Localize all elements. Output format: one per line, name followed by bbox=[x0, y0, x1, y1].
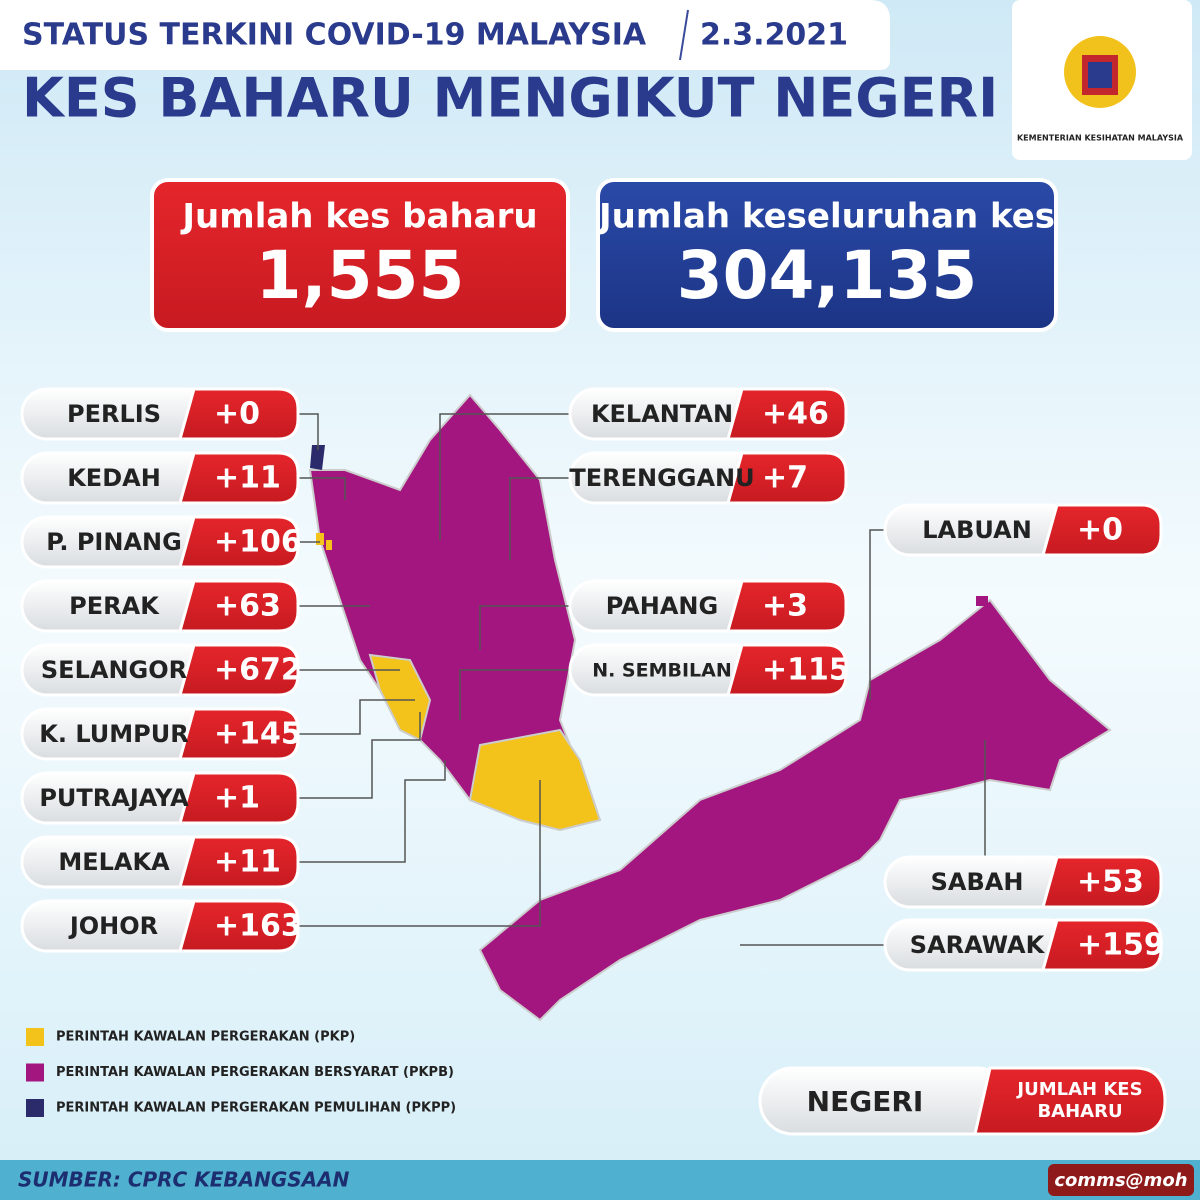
key-left: NEGERI bbox=[807, 1085, 924, 1118]
legend-swatch bbox=[26, 1063, 44, 1082]
state-pill: PUTRAJAYA +1 bbox=[20, 771, 300, 825]
total-label: Jumlah keseluruhan kes bbox=[597, 197, 1055, 237]
key: NEGERI JUMLAH KES BAHARU bbox=[758, 1066, 1167, 1136]
state-pill: PAHANG +3 bbox=[568, 579, 848, 633]
state-pill: SABAH +53 bbox=[883, 855, 1163, 909]
state-cases: +53 bbox=[1077, 865, 1144, 900]
new-label: Jumlah kes baharu bbox=[180, 197, 537, 237]
legend-swatch bbox=[26, 1028, 44, 1046]
state-pill: N. SEMBILAN +115 bbox=[568, 643, 850, 697]
state-value-bg bbox=[178, 899, 300, 953]
state-value-bg bbox=[178, 579, 300, 633]
state-pill: MELAKA +11 bbox=[20, 835, 300, 889]
state-value-bg bbox=[726, 579, 848, 633]
state-value-bg bbox=[178, 835, 300, 889]
state-pill: TERENGGANU +7 bbox=[568, 451, 848, 505]
title: KES BAHARU MENGIKUT NEGERI bbox=[22, 67, 998, 130]
state-cases: +7 bbox=[762, 461, 808, 496]
state-name: PERLIS bbox=[67, 400, 161, 428]
state-value-bg bbox=[178, 707, 300, 761]
state-value-bg bbox=[1041, 855, 1163, 909]
state-name: N. SEMBILAN bbox=[592, 660, 732, 682]
state-value-bg bbox=[726, 387, 848, 441]
state-cases: +159 bbox=[1077, 928, 1165, 963]
state-name: PAHANG bbox=[606, 592, 718, 620]
state-cases: +163 bbox=[214, 909, 302, 944]
divider bbox=[679, 9, 689, 61]
brand-box bbox=[1048, 1164, 1194, 1196]
state-cases: +0 bbox=[1077, 513, 1123, 548]
legend-label: PERINTAH KAWALAN PERGERAKAN (PKP) bbox=[56, 1030, 355, 1045]
legend-label: PERINTAH KAWALAN PERGERAKAN PEMULIHAN (P… bbox=[56, 1101, 456, 1116]
state-cases: +672 bbox=[214, 653, 302, 688]
state-pill: LABUAN +0 bbox=[883, 503, 1163, 557]
total-cases-box bbox=[596, 178, 1058, 332]
state-value-bg bbox=[1041, 503, 1163, 557]
status: STATUS TERKINI COVID-19 MALAYSIA bbox=[22, 18, 647, 53]
state-name: MELAKA bbox=[58, 848, 170, 876]
state-pill: JOHOR +163 bbox=[20, 899, 302, 953]
state-pill: KELANTAN +46 bbox=[568, 387, 848, 441]
state-name: TERENGGANU bbox=[569, 464, 754, 492]
date: 2.3.2021 bbox=[700, 18, 848, 53]
state-pill: KEDAH +11 bbox=[20, 451, 300, 505]
key-right-box: JUMLAH KES BAHARU bbox=[1017, 1079, 1143, 1122]
state-pill: PERAK +63 bbox=[20, 579, 300, 633]
map bbox=[308, 393, 1112, 1022]
brand: comms@moh bbox=[1054, 1170, 1187, 1191]
state-name: JOHOR bbox=[68, 912, 158, 940]
state-cases: +145 bbox=[214, 717, 302, 752]
state-value-bg bbox=[178, 643, 300, 697]
state-cases: +0 bbox=[214, 397, 260, 432]
state-cases: +46 bbox=[762, 397, 829, 432]
state-name: KEDAH bbox=[67, 464, 161, 492]
state-cases: +11 bbox=[214, 461, 281, 496]
state-value-bg bbox=[178, 771, 300, 825]
legend-swatch bbox=[26, 1099, 44, 1117]
state-cases: +11 bbox=[214, 845, 281, 880]
state-value-bg bbox=[178, 387, 300, 441]
state-value-bg bbox=[726, 643, 848, 697]
state-pill: SELANGOR +672 bbox=[20, 643, 302, 697]
state-name: KELANTAN bbox=[591, 400, 733, 428]
state-value-bg bbox=[1041, 918, 1163, 972]
ministry: KEMENTERIAN KESIHATAN MALAYSIA bbox=[1017, 134, 1184, 143]
footer-bar bbox=[0, 1160, 1200, 1200]
new-cases-box bbox=[150, 178, 570, 332]
state-pill: K. LUMPUR +145 bbox=[20, 707, 302, 761]
key-right: JUMLAH KES BAHARU bbox=[1017, 1079, 1143, 1122]
state-name: PERAK bbox=[69, 592, 160, 620]
state-name: SABAH bbox=[931, 868, 1024, 896]
state-cases: +3 bbox=[762, 589, 808, 624]
state-name: LABUAN bbox=[922, 516, 1032, 544]
state-cases: +1 bbox=[214, 781, 260, 816]
state-pill: SARAWAK +159 bbox=[883, 918, 1165, 972]
legend-label: PERINTAH KAWALAN PERGERAKAN BERSYARAT (P… bbox=[56, 1065, 454, 1080]
state-name: K. LUMPUR bbox=[39, 720, 188, 748]
state-cases: +115 bbox=[762, 653, 850, 688]
state-pill: PERLIS +0 bbox=[20, 387, 300, 441]
state-name: SELANGOR bbox=[41, 656, 187, 684]
new-value: 1,555 bbox=[256, 237, 465, 314]
state-value-bg bbox=[178, 451, 300, 505]
state-value-bg bbox=[726, 451, 848, 505]
total-value: 304,135 bbox=[677, 237, 978, 314]
source: SUMBER: CPRC KEBANGSAAN bbox=[18, 1168, 350, 1192]
state-pill: P. PINANG +106 bbox=[20, 515, 302, 569]
leader-lines bbox=[298, 413, 986, 946]
state-cases: +63 bbox=[214, 589, 281, 624]
state-name: P. PINANG bbox=[46, 528, 182, 556]
state-name: PUTRAJAYA bbox=[39, 784, 189, 812]
state-value-bg bbox=[178, 515, 300, 569]
state-cases: +106 bbox=[214, 525, 302, 560]
state-name: SARAWAK bbox=[910, 931, 1046, 959]
crest bbox=[1064, 36, 1136, 108]
header-bar bbox=[0, 0, 890, 70]
